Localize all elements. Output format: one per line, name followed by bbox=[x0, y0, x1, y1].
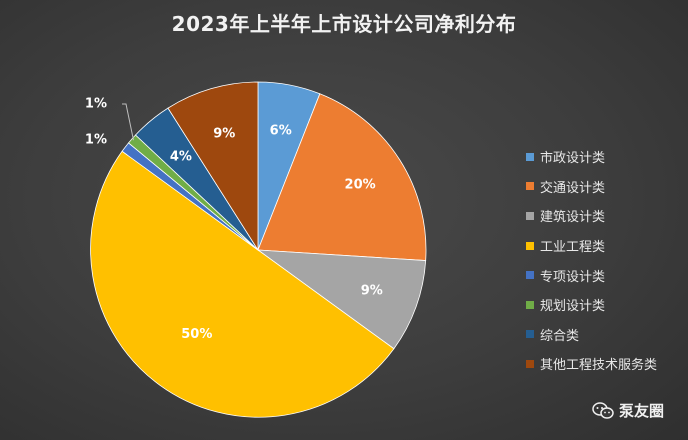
watermark-text: 泵友圈 bbox=[619, 402, 665, 420]
legend-label: 交通设计类 bbox=[540, 180, 606, 196]
legend-item-4: 工业工程类 bbox=[526, 231, 657, 261]
pie-slice-2 bbox=[257, 93, 427, 261]
legend-item-1: 市政设计类 bbox=[526, 142, 657, 172]
data-label-7: 4% bbox=[170, 149, 192, 164]
legend-label: 其他工程技术服务类 bbox=[540, 358, 658, 374]
data-label-3: 9% bbox=[361, 284, 383, 299]
leader-line-6 bbox=[122, 103, 134, 141]
legend-swatch bbox=[526, 241, 534, 250]
legend-swatch bbox=[526, 300, 534, 309]
data-label-2: 20% bbox=[345, 178, 376, 193]
pie-slice-4 bbox=[90, 150, 395, 418]
legend-label: 工业工程类 bbox=[540, 240, 606, 256]
data-label-4: 50% bbox=[181, 327, 212, 342]
data-label-5: 1% bbox=[85, 133, 107, 148]
legend-label: 建筑设计类 bbox=[540, 210, 606, 226]
pie-slice-3 bbox=[256, 249, 427, 350]
legend-swatch bbox=[526, 182, 534, 191]
pie-slice-8 bbox=[167, 81, 259, 252]
legend-item-7: 综合类 bbox=[526, 320, 657, 350]
data-label-1: 6% bbox=[270, 124, 292, 139]
legend: 市政设计类交通设计类建筑设计类工业工程类专项设计类规划设计类综合类其他工程技术服… bbox=[526, 142, 657, 379]
legend-item-6: 规划设计类 bbox=[526, 290, 657, 320]
legend-label: 市政设计类 bbox=[540, 151, 606, 167]
data-label-8: 9% bbox=[213, 126, 235, 141]
legend-swatch bbox=[526, 359, 534, 368]
legend-label: 规划设计类 bbox=[540, 299, 606, 315]
legend-item-8: 其他工程技术服务类 bbox=[526, 349, 657, 379]
legend-item-3: 建筑设计类 bbox=[526, 201, 657, 231]
legend-swatch bbox=[526, 271, 534, 280]
watermark: 泵友圈 bbox=[592, 400, 664, 421]
legend-item-5: 专项设计类 bbox=[526, 260, 657, 290]
data-label-6: 1% bbox=[85, 97, 107, 112]
legend-label: 综合类 bbox=[540, 328, 580, 344]
chart-title: 2023年上半年上市设计公司净利分布 bbox=[171, 12, 517, 36]
legend-swatch bbox=[526, 211, 534, 220]
legend-swatch bbox=[526, 330, 534, 339]
wechat-icon bbox=[592, 401, 614, 419]
legend-swatch bbox=[526, 152, 534, 161]
legend-label: 专项设计类 bbox=[540, 269, 606, 285]
legend-item-2: 交通设计类 bbox=[526, 172, 657, 202]
